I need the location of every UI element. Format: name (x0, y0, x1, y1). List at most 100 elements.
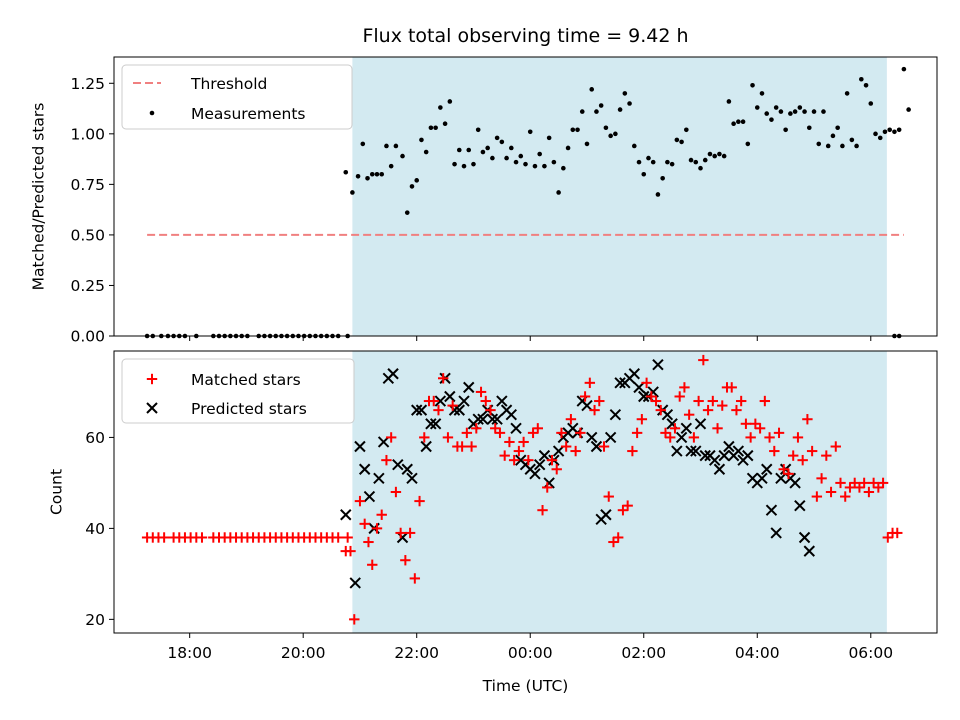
measurement-point (679, 139, 684, 145)
matched-star-point (466, 441, 477, 452)
matched-star-point (731, 404, 742, 416)
matched-star-point (745, 432, 756, 443)
predicted-star-point (392, 459, 404, 471)
predicted-star-point (680, 422, 693, 435)
matched-star-point (683, 409, 695, 420)
matched-star-point (849, 477, 860, 489)
matched-star-point (792, 432, 804, 443)
matched-star-point (759, 395, 771, 407)
predicted-star-point (387, 368, 399, 380)
top-y-ticks: 0.00 0.25 0.50 0.75 1.00 1.25 (70, 75, 114, 346)
measurement-point (594, 109, 599, 114)
x-tick-label: 06:00 (848, 644, 893, 662)
legend-box (121, 358, 355, 424)
matched-star-point (892, 527, 903, 539)
predicted-star-point (732, 445, 745, 457)
matched-star-point (877, 477, 889, 489)
measurement-point (736, 119, 741, 124)
matched-star-point (342, 532, 353, 543)
bottom-axes: 20 40 60 18:00 20:00 22:00 00:00 02:00 04:00 06:… (47, 350, 938, 695)
measurement-point (414, 178, 420, 183)
matched-star-point (863, 486, 875, 498)
x-tick-label: 04:00 (735, 644, 780, 662)
measurement-point (400, 153, 405, 159)
matched-star-point (565, 414, 577, 425)
measurement-point (631, 143, 637, 149)
matched-star-point (702, 404, 714, 416)
predicted-star-point (590, 440, 603, 453)
measurement-point (546, 135, 552, 141)
measurement-point (499, 139, 505, 145)
matched-star-point (788, 450, 799, 461)
predicted-star-point (690, 445, 702, 457)
measurement-point (456, 147, 462, 153)
top-y-axis-label: Matched/Predicted stars (29, 103, 47, 291)
measurement-point (745, 141, 751, 147)
matched-star-point (490, 423, 501, 434)
matched-star-point (750, 418, 761, 429)
predicted-star-point (486, 413, 499, 425)
predicted-star-point (529, 468, 541, 480)
matched-star-point (556, 427, 567, 439)
matched-star-point (381, 454, 392, 466)
matched-star-point (196, 532, 208, 543)
legend-measurement-swatch (149, 110, 155, 116)
measurement-point (384, 143, 389, 149)
x-tick-label: 00:00 (508, 644, 553, 662)
predicted-star-point (533, 459, 546, 471)
y-tick-label: 0.00 (70, 328, 105, 346)
matched-star-point (494, 427, 506, 439)
matched-star-point (367, 559, 378, 570)
x-tick-label: 22:00 (394, 644, 439, 662)
measurement-point (892, 129, 897, 135)
measurement-point (471, 161, 476, 167)
measurement-point (504, 155, 509, 161)
predicted-star-point (448, 404, 461, 416)
measurement-point (750, 83, 755, 88)
predicted-star-point (794, 499, 806, 512)
matched-star-point (735, 395, 747, 407)
matched-star-point (395, 527, 406, 539)
matched-star-point (414, 495, 425, 507)
measurement-point (379, 171, 385, 177)
y-tick-label: 20 (85, 611, 105, 629)
measurement-point (622, 91, 628, 96)
predicted-star-point (628, 368, 640, 380)
matched-star-point (345, 545, 356, 557)
predicted-star-point (713, 463, 726, 475)
measurement-point (409, 184, 415, 189)
measurement-point (475, 127, 481, 133)
measurement-point (490, 155, 495, 161)
y-tick-label: 1.25 (70, 75, 105, 93)
measurement-point (811, 109, 817, 114)
matched-star-point (438, 373, 449, 384)
predicted-star-point (453, 404, 465, 416)
predicted-star-point (671, 445, 683, 457)
matched-star-point (461, 427, 473, 439)
predicted-star-point (491, 413, 503, 425)
predicted-star-point (505, 408, 518, 421)
matched-star-point (409, 573, 421, 584)
measurement-point (830, 133, 836, 139)
measurement-point (494, 135, 500, 141)
matched-star-point (513, 445, 525, 457)
x-tick-label: 20:00 (281, 644, 326, 662)
measurement-point (825, 143, 831, 149)
measurement-point (556, 190, 561, 195)
matched-star-point (613, 532, 624, 543)
matched-star-point (485, 404, 496, 416)
measurement-point (731, 121, 736, 127)
measurement-point (565, 145, 571, 151)
matched-star-point (376, 509, 387, 520)
measurement-point (896, 127, 902, 133)
matched-star-point (802, 414, 813, 425)
measurement-point (570, 127, 576, 133)
matched-star-point (844, 482, 856, 493)
legend-label: Threshold (190, 75, 267, 93)
predicted-star-point (694, 418, 707, 430)
matched-star-point (546, 454, 558, 466)
matched-star-point (158, 532, 170, 543)
matched-star-point (816, 473, 827, 484)
predicted-star-point (765, 504, 778, 516)
